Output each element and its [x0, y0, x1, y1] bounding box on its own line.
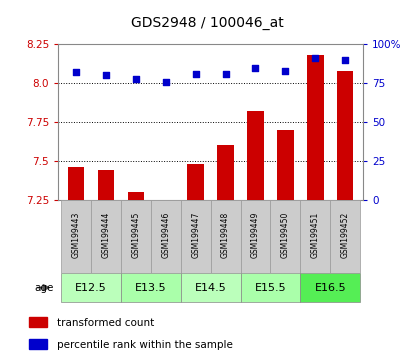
- Point: [162, 79, 169, 85]
- Bar: [241, 273, 300, 302]
- Text: GSM199443: GSM199443: [71, 212, 81, 258]
- Bar: [29, 339, 46, 349]
- Text: GSM199446: GSM199446: [161, 212, 170, 258]
- Text: E14.5: E14.5: [195, 282, 227, 293]
- Bar: [128, 192, 144, 200]
- Bar: [330, 200, 360, 273]
- Text: GSM199451: GSM199451: [311, 212, 320, 258]
- Text: percentile rank within the sample: percentile rank within the sample: [57, 340, 232, 350]
- Bar: [61, 200, 91, 273]
- Bar: [181, 273, 241, 302]
- Bar: [247, 111, 264, 200]
- Text: GSM199450: GSM199450: [281, 212, 290, 258]
- Point: [192, 71, 199, 77]
- Text: E15.5: E15.5: [255, 282, 286, 293]
- Text: age: age: [34, 282, 54, 293]
- Point: [342, 57, 349, 63]
- Bar: [211, 200, 241, 273]
- Bar: [98, 170, 114, 200]
- Text: GSM199445: GSM199445: [132, 212, 140, 258]
- Text: transformed count: transformed count: [57, 318, 154, 328]
- Bar: [188, 164, 204, 200]
- Point: [132, 76, 139, 81]
- Text: GSM199452: GSM199452: [341, 212, 350, 258]
- Text: E12.5: E12.5: [75, 282, 107, 293]
- Point: [103, 73, 109, 78]
- Bar: [241, 200, 271, 273]
- Bar: [151, 200, 181, 273]
- Point: [222, 71, 229, 77]
- Bar: [29, 317, 46, 327]
- Point: [252, 65, 259, 70]
- Text: E16.5: E16.5: [315, 282, 346, 293]
- Bar: [121, 200, 151, 273]
- Bar: [337, 71, 354, 200]
- Point: [73, 69, 79, 75]
- Point: [282, 68, 289, 74]
- Bar: [277, 130, 293, 200]
- Bar: [121, 273, 181, 302]
- Text: GSM199449: GSM199449: [251, 212, 260, 258]
- Bar: [68, 167, 84, 200]
- Text: GDS2948 / 100046_at: GDS2948 / 100046_at: [131, 16, 284, 30]
- Text: GSM199448: GSM199448: [221, 212, 230, 258]
- Bar: [271, 200, 300, 273]
- Text: E13.5: E13.5: [135, 282, 166, 293]
- Bar: [61, 273, 121, 302]
- Bar: [181, 200, 211, 273]
- Bar: [300, 273, 360, 302]
- Bar: [300, 200, 330, 273]
- Point: [312, 56, 319, 61]
- Bar: [217, 145, 234, 200]
- Text: GSM199447: GSM199447: [191, 212, 200, 258]
- Bar: [158, 200, 174, 201]
- Bar: [91, 200, 121, 273]
- Bar: [307, 55, 324, 200]
- Text: GSM199444: GSM199444: [101, 212, 110, 258]
